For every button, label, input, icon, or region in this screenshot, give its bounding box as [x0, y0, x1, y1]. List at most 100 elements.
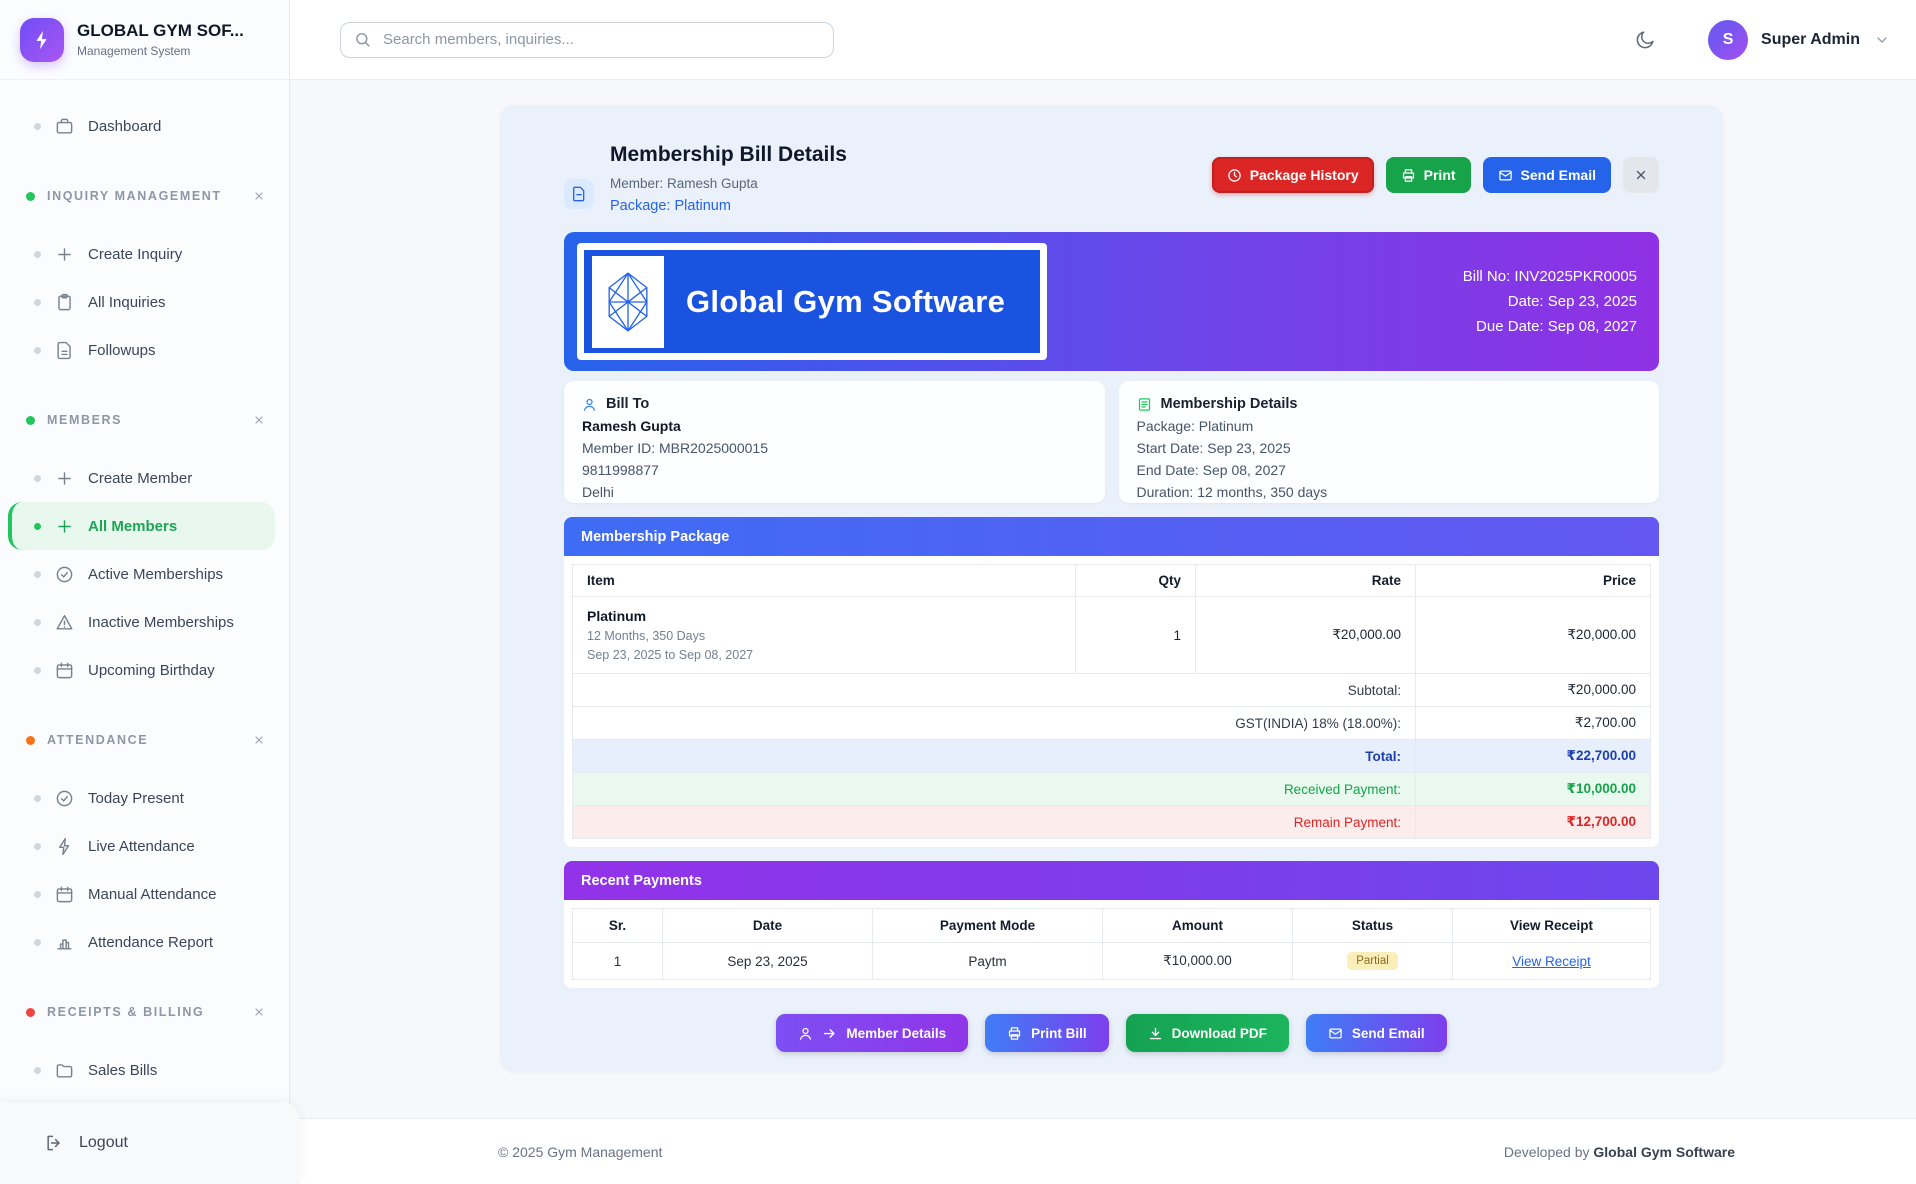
red-dot-icon — [26, 1007, 35, 1017]
user-name: Super Admin — [1761, 30, 1860, 48]
send-email-button[interactable]: Send Email — [1482, 157, 1611, 193]
plus-icon — [55, 469, 74, 488]
mail-icon — [1328, 1026, 1343, 1041]
col-price: Price — [1415, 564, 1651, 597]
person-icon — [798, 1026, 813, 1041]
plus-icon — [55, 245, 74, 264]
search-input[interactable] — [381, 30, 820, 49]
top-bar-right: S Super Admin — [1634, 19, 1890, 60]
bar-chart-icon — [55, 933, 74, 952]
bill-to-card: Bill To Ramesh Gupta Member ID: MBR20250… — [564, 381, 1105, 503]
section-receipts-billing: RECEIPTS & BILLING — [0, 988, 289, 1036]
printer-icon — [1007, 1026, 1022, 1041]
col-mode: Payment Mode — [872, 908, 1103, 943]
send-email-bottom-button[interactable]: Send Email — [1305, 1014, 1447, 1052]
sidebar-item-active-memberships[interactable]: Active Memberships — [0, 550, 289, 598]
sidebar-item-upcoming-birthday[interactable]: Upcoming Birthday — [0, 646, 289, 694]
file-text-icon — [55, 341, 74, 360]
dark-mode-moon-icon[interactable] — [1634, 29, 1656, 51]
gem-logo-icon — [592, 255, 664, 348]
sidebar-item-label: Create Inquiry — [88, 245, 183, 263]
sidebar-item-all-members[interactable]: All Members — [8, 502, 275, 550]
bill-document-icon — [564, 179, 594, 209]
sidebar-item-today-present[interactable]: Today Present — [0, 774, 289, 822]
col-view-receipt: View Receipt — [1452, 908, 1651, 943]
membership-details-heading: Membership Details — [1160, 396, 1298, 412]
col-item: Item — [572, 564, 1076, 597]
print-button[interactable]: Print — [1385, 157, 1471, 193]
calendar-icon — [55, 661, 74, 680]
subtotal-label: Subtotal: — [572, 673, 1416, 707]
download-icon — [1148, 1026, 1163, 1041]
received-payment-row: Received Payment: ₹10,000.00 — [572, 772, 1651, 806]
sidebar-item-followups[interactable]: Followups — [0, 326, 289, 374]
sidebar-item-label: Today Present — [88, 789, 184, 807]
status-badge: Partial — [1347, 952, 1398, 970]
close-bill-button[interactable] — [1623, 157, 1659, 193]
package-history-button[interactable]: Package History — [1211, 157, 1374, 193]
subtotal-row: Subtotal: ₹20,000.00 — [572, 673, 1651, 707]
payment-mode: Paytm — [872, 942, 1103, 980]
received-value: ₹10,000.00 — [1415, 772, 1651, 806]
developed-by-text: Developed by — [1503, 1143, 1594, 1160]
bullet-dot — [34, 474, 41, 482]
bullet-dot — [34, 298, 41, 306]
print-bill-button[interactable]: Print Bill — [985, 1014, 1109, 1052]
sidebar-item-dashboard[interactable]: Dashboard — [0, 102, 289, 150]
col-date: Date — [662, 908, 873, 943]
check-circle-icon — [55, 565, 74, 584]
history-clock-icon — [1227, 168, 1242, 183]
membership-details-card: Membership Details Package: Platinum Sta… — [1118, 381, 1659, 503]
chevron-down-icon[interactable] — [1874, 32, 1890, 48]
clipboard-icon — [55, 293, 74, 312]
printer-icon — [1401, 168, 1416, 183]
green-dot-icon — [26, 191, 35, 201]
sidebar-item-manual-attendance[interactable]: Manual Attendance — [0, 870, 289, 918]
global-search[interactable] — [340, 21, 834, 58]
page-title: Membership Bill Details — [610, 143, 847, 166]
section-label: INQUIRY MANAGEMENT — [47, 189, 222, 203]
section-members: MEMBERS — [0, 396, 289, 444]
download-pdf-button[interactable]: Download PDF — [1125, 1014, 1289, 1052]
sidebar-item-label: Followups — [88, 341, 156, 359]
md-package: Package: Platinum — [1136, 418, 1254, 434]
sidebar-item-attendance-report[interactable]: Attendance Report — [0, 918, 289, 966]
sidebar-item-create-inquiry[interactable]: Create Inquiry — [0, 230, 289, 278]
subtotal-value: ₹20,000.00 — [1415, 673, 1651, 707]
lightning-icon — [55, 837, 74, 856]
briefcase-icon — [55, 117, 74, 136]
section-label: MEMBERS — [47, 413, 123, 427]
sidebar-item-label: Attendance Report — [88, 933, 214, 951]
sidebar-item-live-attendance[interactable]: Live Attendance — [0, 822, 289, 870]
sidebar-item-label: Dashboard — [88, 117, 162, 135]
sidebar-nav: Dashboard INQUIRY MANAGEMENT Create Inqu… — [0, 80, 289, 1094]
bullet-dot — [34, 618, 41, 626]
package-link[interactable]: Package: Platinum — [610, 198, 731, 214]
copyright-text: © 2025 Gym Management — [498, 1143, 663, 1160]
payment-amount: ₹10,000.00 — [1102, 942, 1293, 980]
membership-package-section: Membership Package Item Qty Rate Price — [564, 517, 1659, 847]
membership-bill-card: Membership Bill Details Member: Ramesh G… — [500, 105, 1723, 1071]
close-icon[interactable] — [253, 414, 265, 426]
member-details-button[interactable]: Member Details — [776, 1014, 969, 1052]
sidebar-item-all-inquiries[interactable]: All Inquiries — [0, 278, 289, 326]
sidebar-item-inactive-memberships[interactable]: Inactive Memberships — [0, 598, 289, 646]
view-receipt-link[interactable]: View Receipt — [1512, 953, 1591, 969]
sidebar-item-sales-bills[interactable]: Sales Bills — [0, 1046, 289, 1094]
person-icon — [582, 397, 597, 412]
green-dot-icon — [26, 415, 35, 425]
remain-value: ₹12,700.00 — [1415, 805, 1651, 839]
logout-button[interactable]: Logout — [0, 1102, 300, 1184]
avatar[interactable]: S — [1708, 19, 1749, 60]
close-icon[interactable] — [253, 1006, 265, 1018]
brand-box: Global Gym Software — [577, 243, 1047, 360]
bill-to-heading: Bill To — [606, 396, 650, 412]
bullet-dot — [34, 570, 41, 578]
close-icon[interactable] — [253, 734, 265, 746]
page-footer: © 2025 Gym Management Developed by Globa… — [290, 1118, 1916, 1184]
sidebar-item-create-member[interactable]: Create Member — [0, 454, 289, 502]
close-icon[interactable] — [253, 190, 265, 202]
package-price: ₹20,000.00 — [1415, 596, 1651, 674]
section-label: ATTENDANCE — [47, 733, 149, 747]
